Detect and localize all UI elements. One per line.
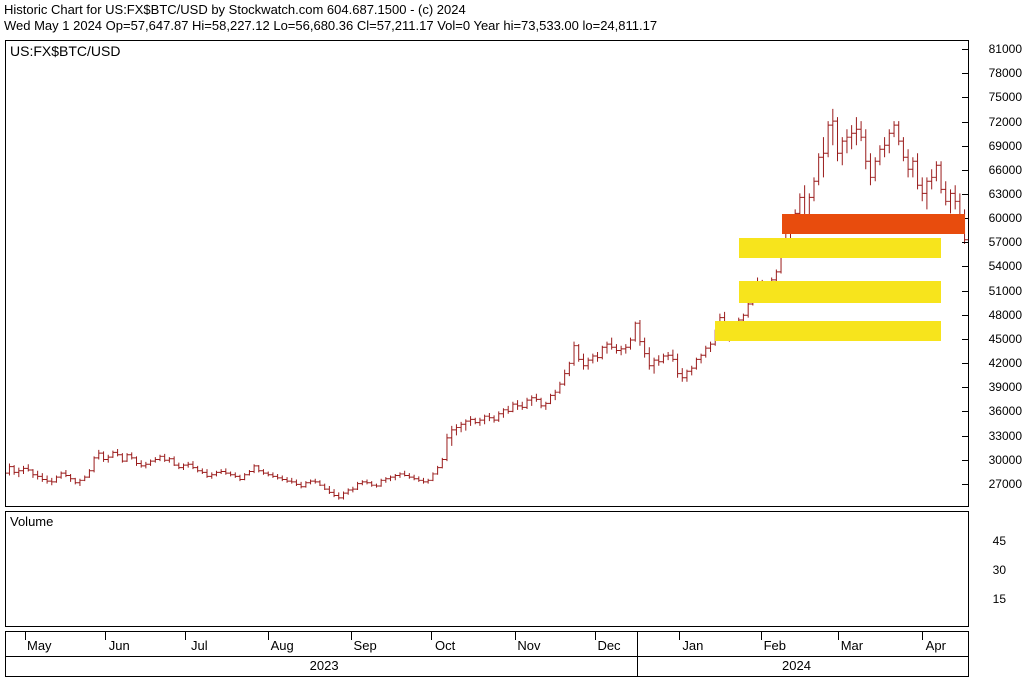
price-ytick (962, 484, 968, 485)
month-label: Jun (109, 638, 130, 653)
month-label: Sep (354, 638, 377, 653)
month-tick (922, 632, 923, 640)
yellow-support-zone (715, 321, 942, 340)
price-ytick-label: 66000 (989, 163, 1022, 177)
month-tick (431, 632, 432, 640)
yellow-support-zone (739, 281, 941, 303)
volume-panel: Volume 453015 (5, 511, 969, 627)
volume-ytick-label: 45 (993, 534, 1006, 548)
price-ytick (962, 387, 968, 388)
month-label: Apr (926, 638, 946, 653)
price-ytick-label: 33000 (989, 429, 1022, 443)
month-label: Oct (435, 638, 455, 653)
price-ytick (962, 122, 968, 123)
price-ytick (962, 242, 968, 243)
month-label: Mar (841, 638, 863, 653)
month-tick (185, 632, 186, 640)
price-ytick-label: 36000 (989, 404, 1022, 418)
month-tick (679, 632, 680, 640)
year-label: 2024 (782, 658, 811, 673)
price-ytick (962, 194, 968, 195)
price-ytick-label: 27000 (989, 477, 1022, 491)
yellow-support-zone (739, 238, 941, 258)
year-label: 2023 (310, 658, 339, 673)
price-ytick-label: 42000 (989, 356, 1022, 370)
orange-support-zone (782, 214, 965, 234)
time-axis: May Jun Jul Aug Sep Oct Nov Dec Jan Feb Mar Apr 2023… (5, 631, 969, 677)
month-tick (268, 632, 269, 640)
price-ytick (962, 97, 968, 98)
volume-label: Volume (10, 514, 53, 529)
price-ytick-label: 57000 (989, 235, 1022, 249)
month-tick (761, 632, 762, 640)
price-ytick-label: 48000 (989, 308, 1022, 322)
month-label: Dec (597, 638, 620, 653)
month-label: May (27, 638, 52, 653)
year-divider (637, 632, 638, 676)
price-ytick (962, 460, 968, 461)
price-ytick-label: 69000 (989, 139, 1022, 153)
month-tick (595, 632, 596, 640)
price-ytick (962, 411, 968, 412)
month-tick (105, 632, 106, 640)
price-ytick (962, 436, 968, 437)
month-label: Aug (271, 638, 294, 653)
price-ytick-label: 60000 (989, 211, 1022, 225)
price-ytick-label: 54000 (989, 259, 1022, 273)
month-label: Feb (764, 638, 786, 653)
price-panel: US:FX$BTC/USD 81000780007500072000690006… (5, 40, 969, 507)
time-axis-separator (6, 656, 968, 657)
header-symbol: US:FX$BTC/USD (105, 2, 208, 17)
price-ytick (962, 49, 968, 50)
price-ytick (962, 146, 968, 147)
price-ytick-label: 51000 (989, 284, 1022, 298)
price-ytick (962, 363, 968, 364)
volume-ytick-label: 30 (993, 563, 1006, 577)
month-label: Jul (191, 638, 208, 653)
price-ytick-label: 75000 (989, 90, 1022, 104)
price-ytick (962, 315, 968, 316)
price-ytick (962, 73, 968, 74)
price-ytick (962, 339, 968, 340)
header-line2: Wed May 1 2024 Op=57,647.87 Hi=58,227.12… (4, 18, 1027, 34)
price-ytick-label: 63000 (989, 187, 1022, 201)
price-ytick (962, 266, 968, 267)
candlestick-layer (6, 41, 968, 506)
header-by: by Stockwatch.com 604.687.1500 - (c) 202… (208, 2, 466, 17)
price-ytick-label: 72000 (989, 115, 1022, 129)
month-label: Jan (682, 638, 703, 653)
chart-area: US:FX$BTC/USD 81000 78000 75000 72000 69000 6… (0, 36, 1031, 679)
month-tick (351, 632, 352, 640)
price-ytick (962, 291, 968, 292)
price-ytick-label: 30000 (989, 453, 1022, 467)
chart-header: Historic Chart for US:FX$BTC/USD by Stoc… (0, 0, 1031, 34)
symbol-label: US:FX$BTC/USD (10, 43, 120, 59)
price-ytick-label: 78000 (989, 66, 1022, 80)
volume-ytick-label: 15 (993, 592, 1006, 606)
month-tick (838, 632, 839, 640)
header-line1: Historic Chart for US:FX$BTC/USD by Stoc… (4, 2, 1027, 18)
price-ytick (962, 170, 968, 171)
month-tick (515, 632, 516, 640)
price-ytick-label: 81000 (989, 42, 1022, 56)
price-ytick-label: 39000 (989, 380, 1022, 394)
month-label: Nov (517, 638, 540, 653)
price-ytick-label: 45000 (989, 332, 1022, 346)
header-prefix: Historic Chart for (4, 2, 105, 17)
